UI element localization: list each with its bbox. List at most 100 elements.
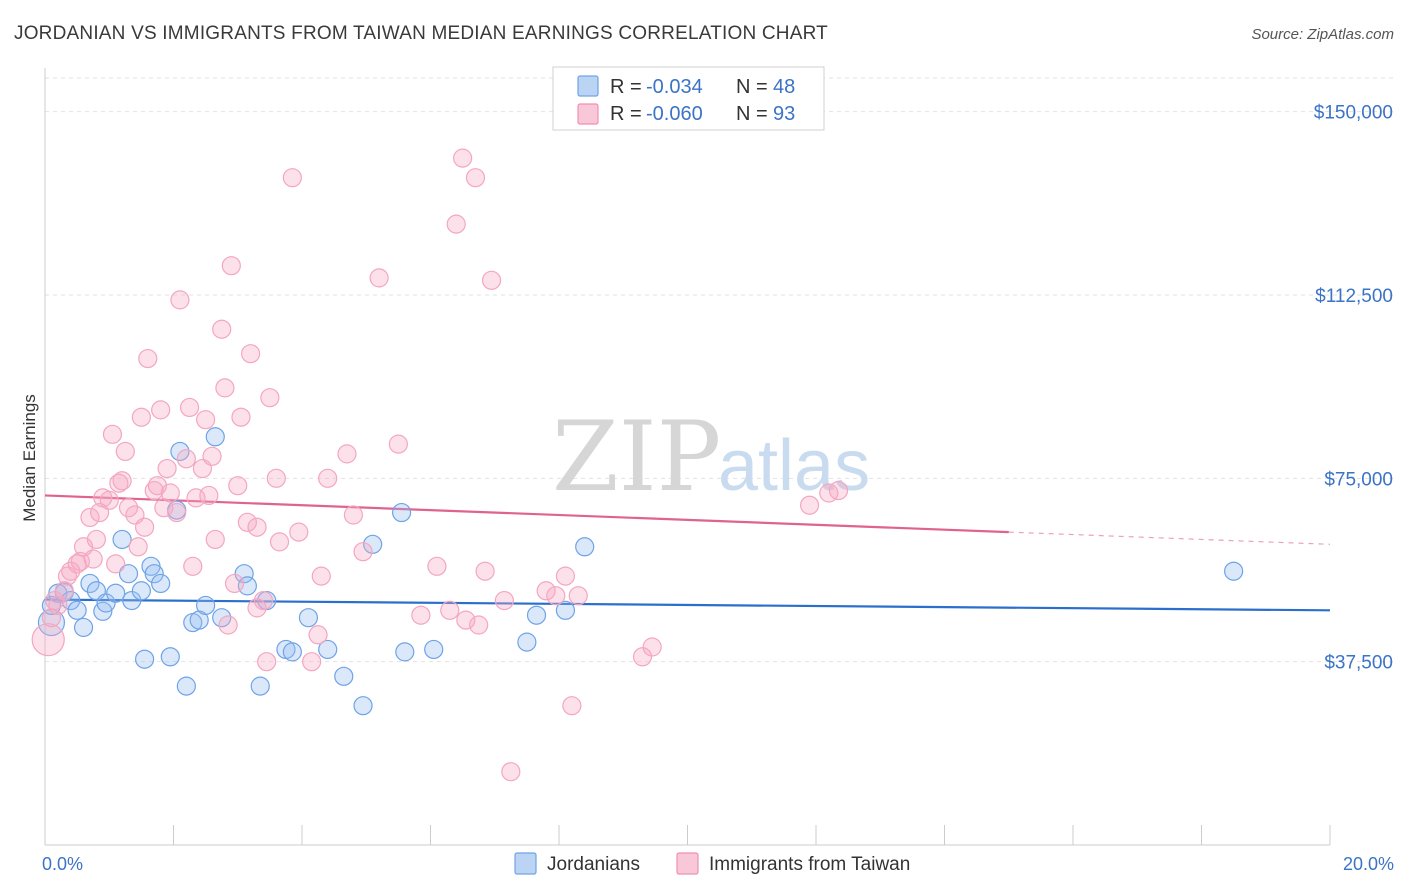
point-taiwan-16 — [102, 424, 123, 444]
point-taiwan-61 — [302, 652, 322, 672]
x-tick-labels: 0.0% 20.0% — [42, 854, 1394, 874]
legend-n-label-2: N = — [736, 103, 768, 125]
point-taiwan-12 — [86, 529, 107, 550]
point-taiwan-75 — [456, 610, 476, 630]
point-jordanians-46 — [575, 537, 595, 557]
point-jordanians-14 — [122, 590, 142, 611]
point-jordanians-19 — [151, 573, 171, 594]
point-taiwan-4 — [54, 581, 74, 601]
point-taiwan-46 — [218, 615, 238, 635]
point-taiwan-65 — [337, 444, 357, 464]
chart-title: JORDANIAN VS IMMIGRANTS FROM TAIWAN MEDI… — [14, 23, 828, 44]
point-jordanians-37 — [334, 666, 354, 686]
watermark-atlas: atlas — [718, 426, 870, 506]
point-taiwan-81 — [501, 762, 521, 782]
point-jordanians-42 — [424, 639, 444, 660]
series-legend-label-jordanians: Jordanians — [547, 854, 640, 875]
point-taiwan-68 — [369, 268, 389, 288]
point-jordanians-28 — [212, 608, 232, 628]
point-taiwan-70 — [411, 605, 431, 625]
point-jordanians-31 — [250, 676, 270, 696]
legend-swatch-jordanians — [577, 75, 599, 97]
y-tick-labels: $37,500 $75,000 $112,500 $150,000 — [1314, 103, 1393, 674]
point-jordanians-44 — [526, 605, 547, 625]
point-jordanians-7 — [80, 573, 100, 594]
axes — [44, 68, 1331, 846]
point-taiwan-77 — [469, 615, 489, 635]
point-jordanians-39 — [363, 534, 383, 554]
point-taiwan-78 — [475, 561, 495, 581]
point-taiwan-50 — [231, 407, 251, 427]
point-taiwan-59 — [282, 168, 302, 188]
point-taiwan-62 — [308, 625, 328, 645]
y-tick-label-1: $75,000 — [1324, 469, 1393, 490]
point-taiwan-58 — [269, 532, 290, 552]
y-tick-label-3: $150,000 — [1314, 103, 1393, 124]
point-taiwan-15 — [99, 490, 119, 510]
point-jordanians-20 — [160, 647, 180, 667]
point-taiwan-73 — [446, 214, 466, 234]
point-jordanians-41 — [395, 642, 415, 662]
legend-n-label-1: N = — [736, 76, 768, 98]
point-taiwan-74 — [453, 148, 473, 168]
series-legend: Jordanians Immigrants from Taiwan — [514, 852, 910, 875]
point-jordanians-6 — [73, 617, 94, 638]
point-taiwan-51 — [237, 512, 257, 532]
point-taiwan-60 — [289, 522, 309, 542]
point-taiwan-57 — [266, 468, 286, 488]
point-taiwan-80 — [494, 590, 514, 611]
point-jordanians-13 — [118, 564, 139, 584]
point-taiwan-41 — [199, 485, 219, 506]
point-taiwan-87 — [632, 647, 653, 667]
point-taiwan-82 — [536, 581, 556, 601]
point-taiwan-91 — [828, 480, 849, 501]
point-taiwan-48 — [224, 573, 245, 594]
point-taiwan-31 — [157, 458, 177, 479]
legend-r-value-2: -0.060 — [646, 103, 703, 125]
chart-source: Source: ZipAtlas.com — [1251, 26, 1394, 43]
point-taiwan-66 — [343, 505, 363, 525]
point-taiwan-83 — [546, 586, 566, 606]
point-jordanians-4 — [61, 590, 81, 611]
point-taiwan-76 — [465, 168, 486, 188]
point-jordanians-22 — [170, 441, 190, 462]
point-jordanians-10 — [96, 593, 116, 613]
point-taiwan-25 — [134, 517, 155, 537]
point-taiwan-17 — [106, 554, 126, 574]
point-taiwan-92 — [247, 598, 267, 618]
point-jordanians-35 — [298, 608, 319, 628]
point-taiwan-37 — [183, 556, 203, 576]
trend-line-jordanians — [44, 598, 1331, 612]
point-taiwan-29 — [151, 400, 171, 420]
series-legend-label-taiwan: Immigrants from Taiwan — [709, 854, 910, 875]
point-taiwan-10 — [80, 507, 100, 528]
point-jordanians-36 — [318, 639, 338, 660]
point-taiwan-63 — [311, 566, 331, 586]
point-taiwan-40 — [196, 410, 216, 430]
point-taiwan-23 — [128, 537, 148, 557]
x-tick-label-0: 0.0% — [42, 854, 83, 874]
point-taiwan-79 — [481, 270, 502, 290]
point-taiwan-69 — [388, 434, 408, 454]
point-jordanians-23 — [176, 676, 196, 696]
point-jordanians-12 — [112, 529, 132, 550]
point-jordanians-15 — [131, 581, 151, 601]
y-axis-label: Median Earnings — [20, 394, 39, 522]
point-taiwan-0 — [31, 623, 65, 657]
y-tick-label-2: $112,500 — [1315, 286, 1393, 307]
point-taiwan-36 — [179, 397, 200, 418]
trend-line-taiwan — [44, 494, 1009, 534]
point-taiwan-49 — [228, 476, 248, 496]
point-taiwan-21 — [118, 498, 139, 518]
point-jordanians-26 — [196, 595, 216, 616]
y-tick-label-0: $37,500 — [1324, 653, 1393, 674]
point-jordanians-47 — [1224, 561, 1244, 581]
legend-r-value-1: -0.034 — [646, 76, 703, 98]
point-jordanians-38 — [353, 696, 373, 716]
point-jordanians-34 — [282, 642, 302, 662]
point-jordanians-43 — [517, 632, 537, 652]
point-taiwan-71 — [427, 556, 447, 576]
point-taiwan-84 — [555, 566, 576, 586]
point-taiwan-18 — [109, 473, 129, 493]
